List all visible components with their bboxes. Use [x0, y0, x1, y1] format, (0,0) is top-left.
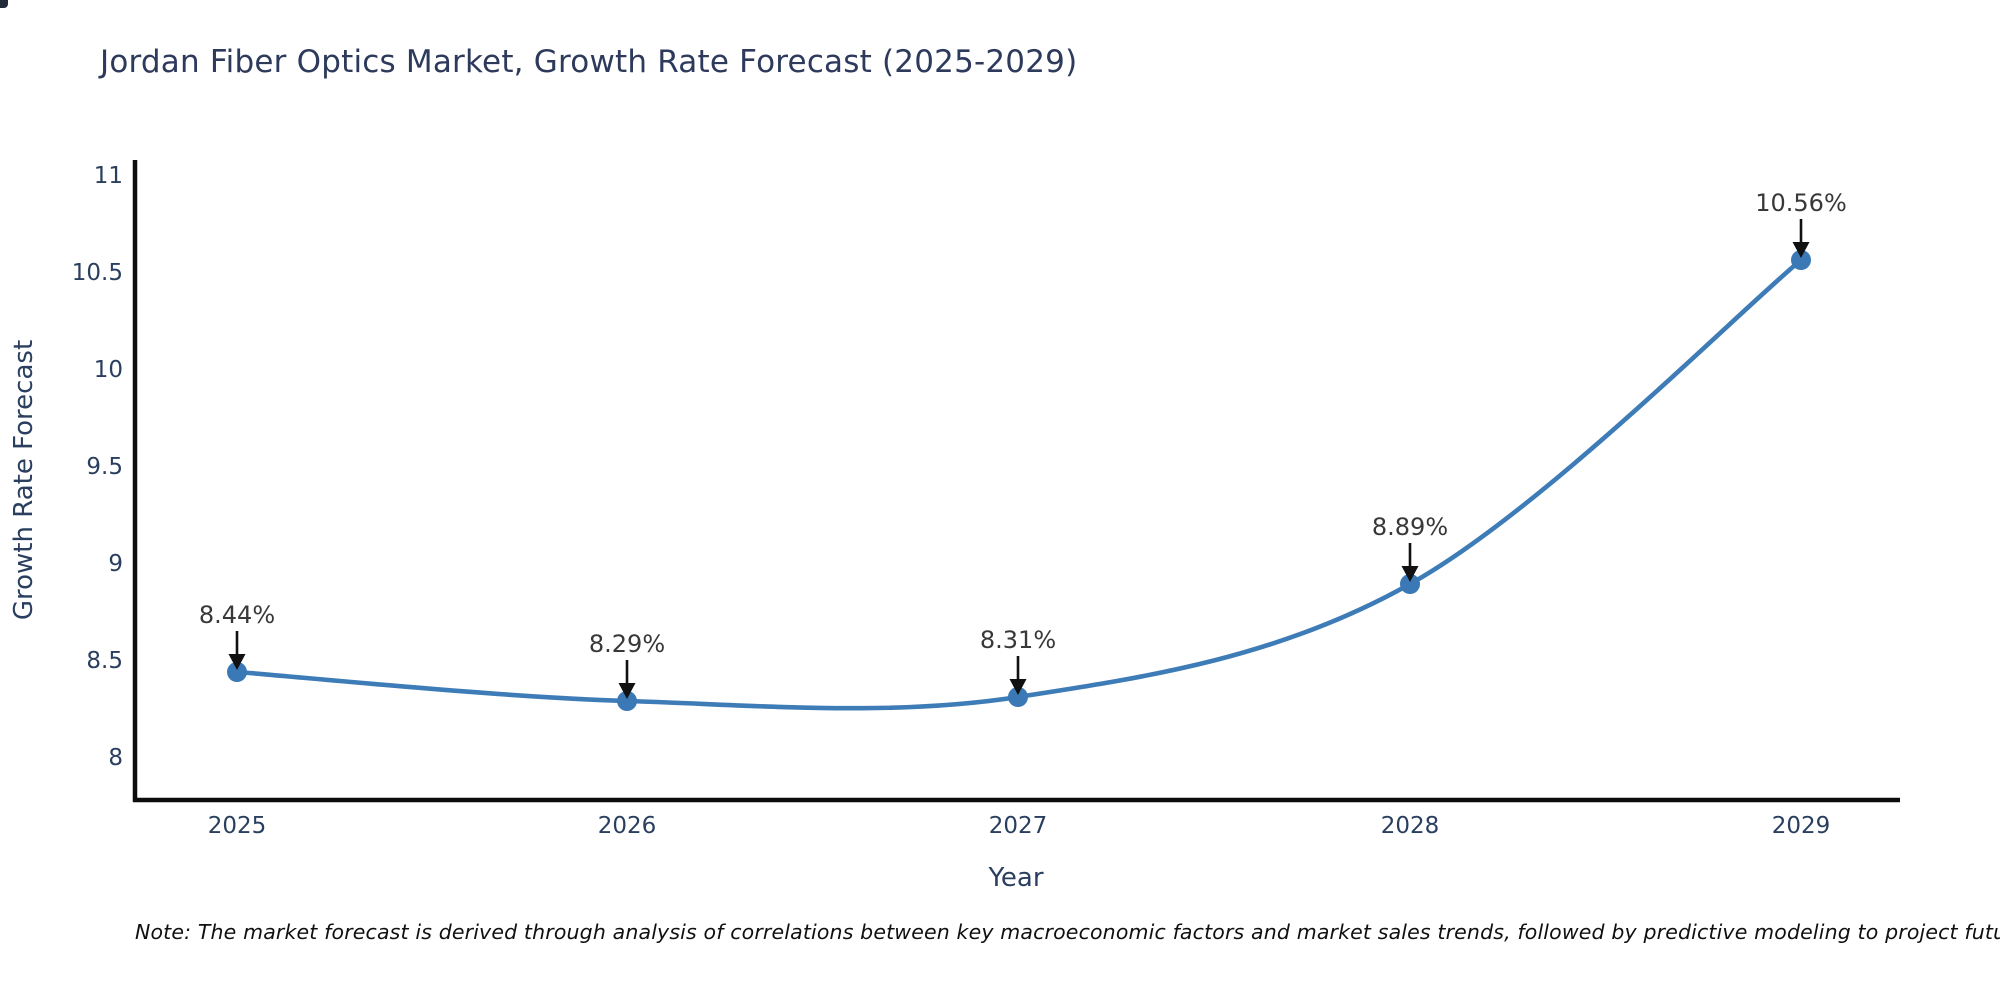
data-point-2028 [1400, 574, 1420, 594]
y-tick-8: 8 [108, 745, 123, 771]
y-tick-10p5: 10.5 [72, 260, 123, 286]
annotation-2027: 8.31% [980, 626, 1056, 695]
annotation-arrow-head-2026 [618, 683, 636, 699]
annotation-arrow-head-2025 [228, 654, 246, 670]
x-tick-2028: 2028 [1381, 813, 1440, 839]
x-tick-2027: 2027 [989, 813, 1048, 839]
annotation-2028: 8.89% [1372, 513, 1448, 582]
annotation-label-2025: 8.44% [199, 601, 275, 629]
annotation-arrow-head-2027 [1009, 679, 1027, 695]
screenshot-corner-artifact [0, 0, 8, 8]
y-axis-title: Growth Rate Forecast [9, 340, 39, 620]
data-point-2025 [227, 662, 247, 682]
x-tick-2026: 2026 [598, 813, 657, 839]
annotation-arrow-head-2029 [1792, 242, 1810, 258]
annotation-label-2027: 8.31% [980, 626, 1056, 654]
data-point-2027 [1008, 687, 1028, 707]
annotation-2025: 8.44% [199, 601, 275, 670]
y-tick-9: 9 [108, 551, 123, 577]
x-tick-2025: 2025 [208, 813, 267, 839]
annotation-label-2028: 8.89% [1372, 513, 1448, 541]
data-point-2026 [617, 691, 637, 711]
y-tick-11: 11 [94, 163, 123, 189]
chart-footnote: Note: The market forecast is derived thr… [135, 920, 2000, 944]
y-tick-9p5: 9.5 [86, 454, 123, 480]
x-axis-title: Year [987, 863, 1043, 893]
trend-line [234, 257, 1804, 711]
annotation-2029: 10.56% [1755, 189, 1847, 258]
x-tick-2029: 2029 [1772, 813, 1831, 839]
annotation-label-2029: 10.56% [1755, 189, 1847, 217]
y-tick-8p5: 8.5 [86, 648, 123, 674]
data-point-2029 [1791, 250, 1811, 270]
data-points [227, 250, 1811, 711]
annotation-2026: 8.29% [589, 630, 665, 699]
annotation-label-2026: 8.29% [589, 630, 665, 658]
annotation-arrow-head-2028 [1401, 566, 1419, 582]
x-axis-ticks: 2025 2026 2027 2028 2029 [208, 813, 1831, 839]
chart-title: Jordan Fiber Optics Market, Growth Rate … [100, 44, 1078, 80]
y-tick-10: 10 [94, 357, 123, 383]
y-axis-ticks: 8 8.5 9 9.5 10 10.5 11 [72, 163, 123, 771]
